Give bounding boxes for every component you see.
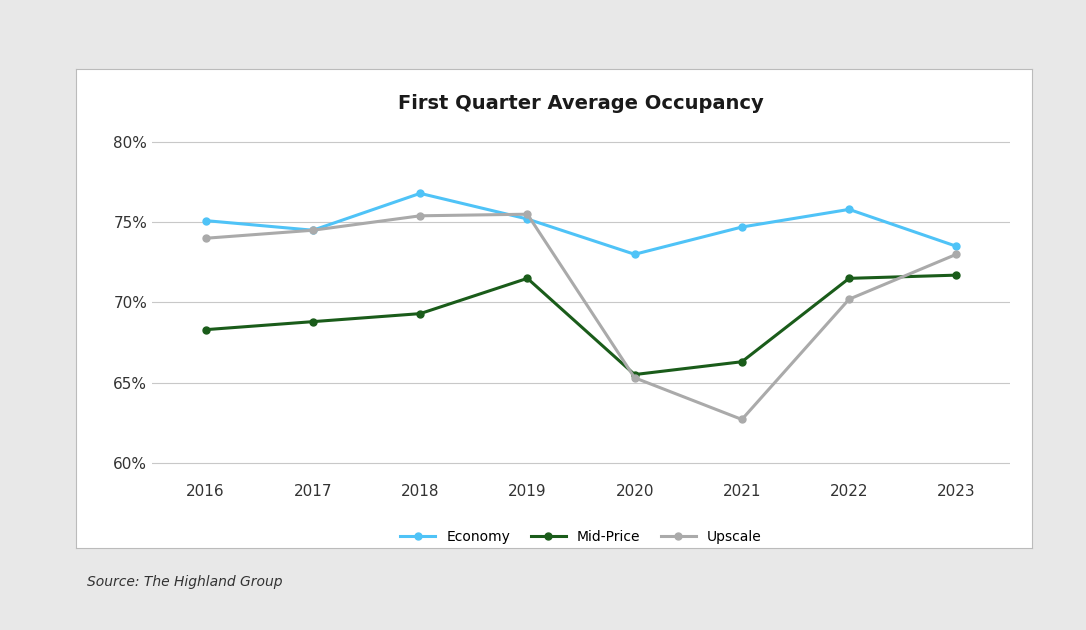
Line: Economy: Economy [202, 190, 960, 258]
Mid-Price [521, 275, 534, 282]
Upscale [306, 226, 319, 234]
Mid-Price [414, 310, 427, 318]
Upscale [843, 295, 856, 303]
Upscale [414, 212, 427, 220]
Mid-Price [950, 272, 963, 279]
Mid-Price [306, 318, 319, 326]
Economy [843, 205, 856, 213]
Mid-Price [735, 358, 748, 365]
Upscale [521, 210, 534, 218]
Economy [950, 243, 963, 250]
Line: Mid-Price: Mid-Price [202, 272, 960, 378]
Economy [306, 226, 319, 234]
Line: Upscale: Upscale [202, 210, 960, 423]
Economy [199, 217, 212, 224]
Mid-Price [628, 371, 641, 379]
Mid-Price [843, 275, 856, 282]
Economy [628, 251, 641, 258]
Text: Source: The Highland Group: Source: The Highland Group [87, 575, 282, 589]
Title: First Quarter Average Occupancy: First Quarter Average Occupancy [399, 94, 763, 113]
Upscale [199, 234, 212, 242]
Economy [414, 190, 427, 197]
Upscale [950, 251, 963, 258]
Legend: Economy, Mid-Price, Upscale: Economy, Mid-Price, Upscale [395, 524, 767, 549]
Mid-Price [199, 326, 212, 333]
Economy [521, 215, 534, 223]
Upscale [735, 416, 748, 423]
Economy [735, 223, 748, 231]
Upscale [628, 374, 641, 382]
